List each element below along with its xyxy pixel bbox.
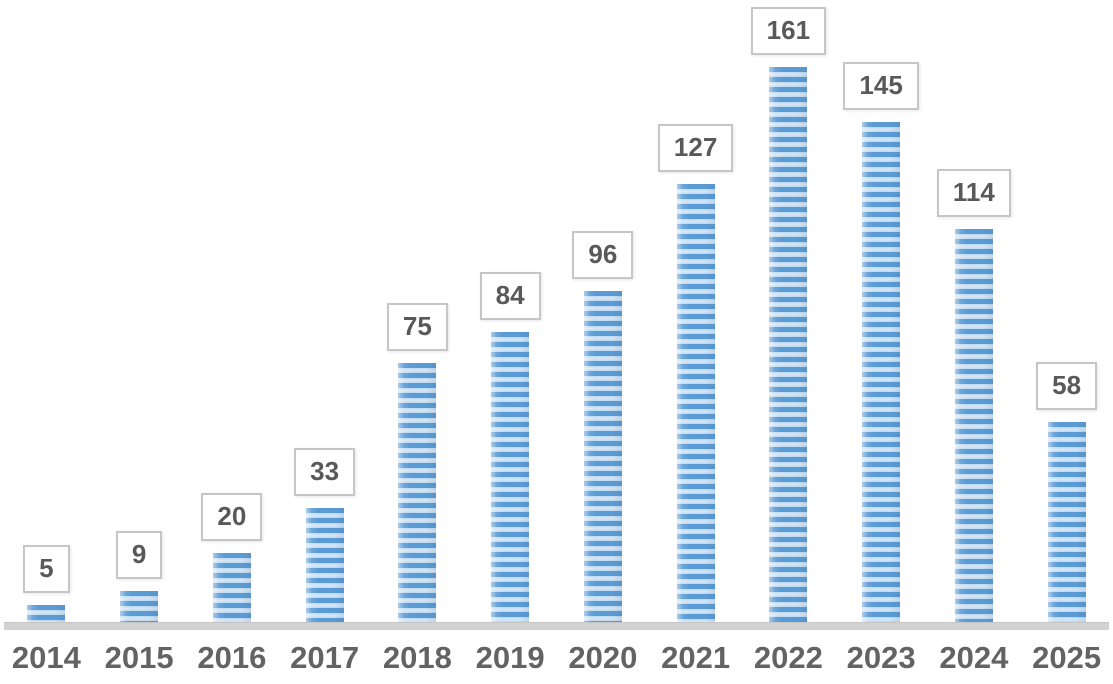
x-axis-tick-label: 2025 [1032, 640, 1102, 675]
bar-column: 5 [0, 0, 93, 622]
x-axis-tick-label: 2016 [197, 640, 267, 675]
bar [398, 363, 437, 622]
bar [27, 605, 66, 622]
bar-column: 127 [649, 0, 742, 622]
plot-area: 5 9 20 33 75 84 96 127 161 145 114 58 [0, 0, 1113, 622]
bar [305, 508, 344, 622]
data-label: 33 [294, 448, 356, 496]
data-label: 127 [657, 124, 734, 172]
bar-column: 145 [835, 0, 928, 622]
data-label: 5 [23, 545, 70, 593]
data-label: 20 [201, 493, 263, 541]
x-axis-tick-label: 2019 [475, 640, 545, 675]
data-label: 145 [843, 62, 919, 110]
data-label: 84 [479, 272, 541, 320]
x-axis-labels: 2014 2015 2016 2017 2018 2019 2020 2021 2022 2023… [0, 640, 1113, 676]
bar-column: 20 [186, 0, 279, 622]
bar [676, 184, 715, 622]
bar-column: 96 [557, 0, 650, 622]
bar [583, 291, 622, 622]
bar [862, 122, 901, 622]
bar-column: 84 [464, 0, 557, 622]
bar-column: 33 [278, 0, 371, 622]
x-axis-tick-label: 2022 [753, 640, 823, 675]
data-label: 161 [750, 7, 827, 55]
data-label: 114 [936, 169, 1011, 217]
bar-column: 9 [93, 0, 186, 622]
bar-column: 114 [928, 0, 1021, 622]
bar [120, 591, 159, 622]
data-label: 96 [572, 231, 634, 279]
x-axis-tick-label: 2024 [939, 640, 1009, 675]
x-axis-line [4, 622, 1109, 630]
bar-column: 58 [1020, 0, 1113, 622]
bar [769, 67, 808, 622]
x-axis-tick-label: 2020 [568, 640, 638, 675]
data-label: 9 [115, 531, 163, 579]
data-label: 75 [386, 303, 448, 351]
x-axis-tick-label: 2023 [846, 640, 916, 675]
bar [491, 332, 530, 622]
x-axis-tick-label: 2014 [11, 640, 81, 675]
x-axis-tick-label: 2021 [661, 640, 731, 675]
x-axis-tick-label: 2018 [382, 640, 452, 675]
bar-column: 161 [742, 0, 835, 622]
x-axis-tick-label: 2017 [290, 640, 360, 675]
bar [954, 229, 993, 622]
x-axis-tick-label: 2015 [104, 640, 174, 675]
data-label: 58 [1036, 362, 1098, 410]
bar [1047, 422, 1086, 622]
bar [212, 553, 251, 622]
bar-column: 75 [371, 0, 464, 622]
